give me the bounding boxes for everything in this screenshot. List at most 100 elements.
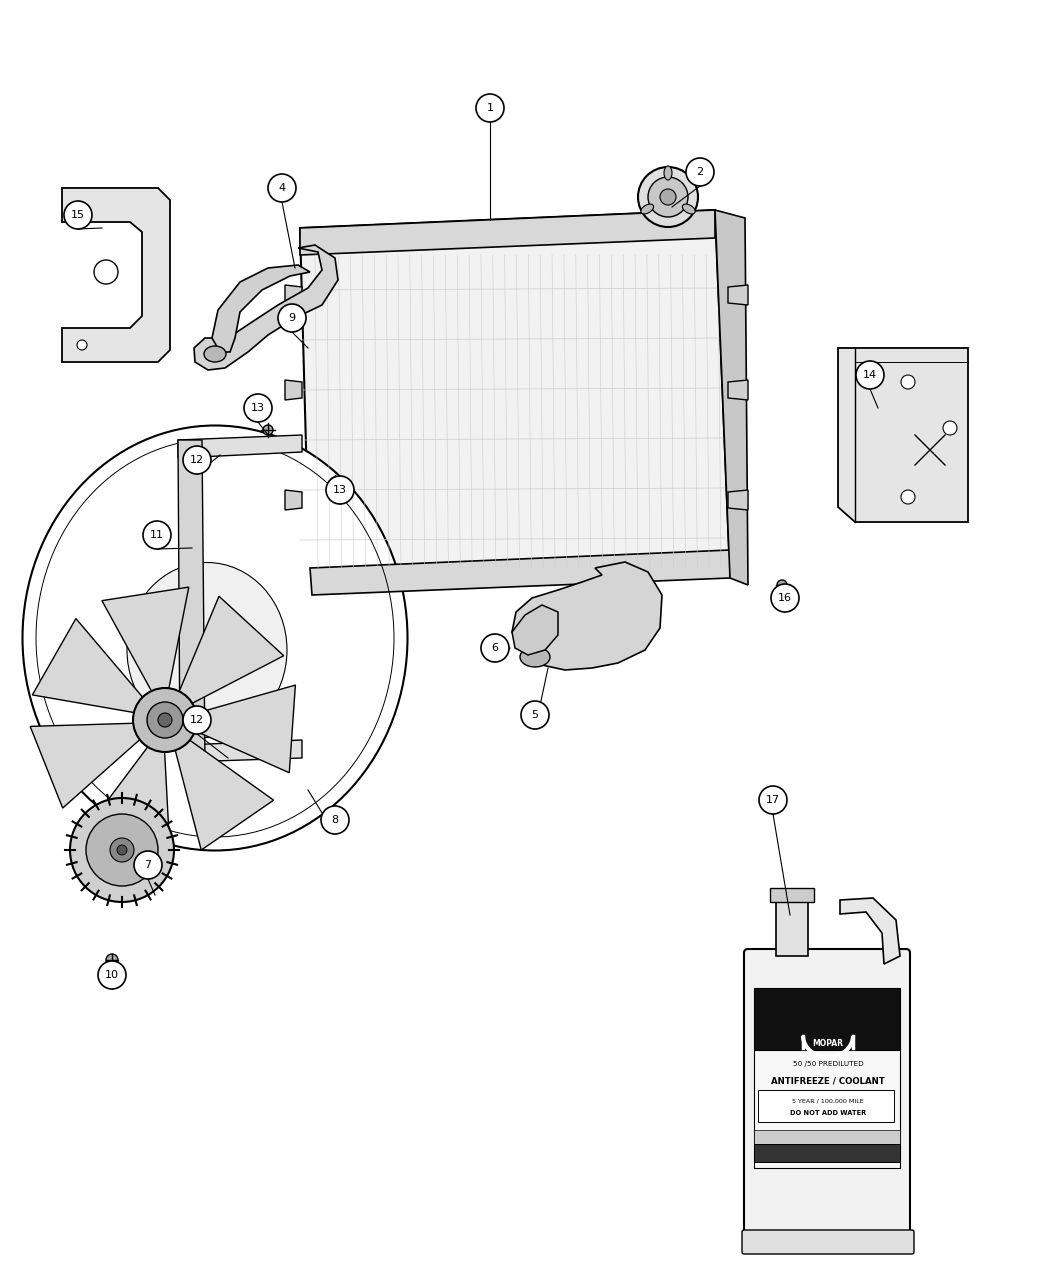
Polygon shape [173,733,274,850]
Text: 15: 15 [71,210,85,221]
Text: 1: 1 [486,103,494,113]
Circle shape [158,713,172,727]
Polygon shape [838,348,968,521]
Ellipse shape [640,204,653,214]
Text: 2: 2 [696,167,704,177]
Bar [754,988,900,1051]
Polygon shape [178,435,302,458]
Circle shape [64,201,92,229]
Text: 5 YEAR / 100,000 MILE: 5 YEAR / 100,000 MILE [792,1099,864,1103]
Circle shape [777,580,788,590]
Circle shape [98,961,126,989]
Polygon shape [185,685,295,773]
Bar [754,1051,900,1168]
Text: 7: 7 [145,861,151,870]
Circle shape [759,785,788,813]
FancyBboxPatch shape [744,949,910,1239]
Bar [754,1130,900,1144]
Polygon shape [285,490,302,510]
Circle shape [244,394,272,422]
FancyBboxPatch shape [742,1230,914,1255]
Text: 14: 14 [863,370,877,380]
Text: 17: 17 [765,796,780,805]
Bar [754,1144,900,1162]
Bar [776,898,809,956]
Circle shape [686,158,714,186]
Circle shape [268,173,296,201]
Circle shape [147,703,183,738]
Bar [770,887,814,901]
Polygon shape [212,265,310,352]
Circle shape [901,375,915,389]
Polygon shape [285,380,302,400]
Text: 12: 12 [190,455,204,465]
Circle shape [77,340,87,351]
Polygon shape [174,597,284,708]
Circle shape [481,634,509,662]
Ellipse shape [682,204,695,214]
Text: 8: 8 [332,815,338,825]
Circle shape [330,477,340,487]
Polygon shape [62,187,170,362]
Text: 50 /50 PREDILUTED: 50 /50 PREDILUTED [793,1061,863,1067]
Circle shape [117,845,127,856]
Text: ANTIFREEZE / COOLANT: ANTIFREEZE / COOLANT [771,1076,885,1085]
Circle shape [638,167,698,227]
Circle shape [660,189,676,205]
Circle shape [321,806,349,834]
Circle shape [326,476,354,504]
Polygon shape [715,210,748,585]
Circle shape [278,303,306,332]
Circle shape [134,850,162,878]
Polygon shape [33,618,149,714]
Circle shape [476,94,504,122]
Polygon shape [285,286,302,305]
Polygon shape [30,723,149,808]
Polygon shape [178,440,205,762]
Circle shape [77,203,87,213]
Ellipse shape [204,346,226,362]
Circle shape [133,688,197,752]
Ellipse shape [520,646,550,667]
Circle shape [86,813,158,886]
Text: 9: 9 [289,312,295,323]
Ellipse shape [22,426,407,850]
Text: 10: 10 [105,970,119,980]
Polygon shape [512,606,558,655]
Circle shape [183,706,211,734]
Circle shape [94,260,118,284]
Text: DO NOT ADD WATER: DO NOT ADD WATER [790,1111,866,1116]
Text: 12: 12 [190,715,204,725]
Text: MOPAR: MOPAR [813,1039,843,1048]
Text: 13: 13 [333,484,347,495]
Ellipse shape [127,562,287,737]
Circle shape [110,838,134,862]
Circle shape [521,701,549,729]
Polygon shape [310,550,730,595]
Polygon shape [728,490,748,510]
Circle shape [183,446,211,474]
Text: 13: 13 [251,403,265,413]
Text: 11: 11 [150,530,164,541]
Circle shape [648,177,688,217]
Circle shape [262,425,273,435]
Polygon shape [86,740,170,856]
Text: 5: 5 [531,710,539,720]
Circle shape [901,490,915,504]
Text: 16: 16 [778,593,792,603]
Circle shape [70,798,174,901]
Polygon shape [728,286,748,305]
Polygon shape [102,586,189,701]
Circle shape [106,954,118,966]
Polygon shape [185,740,302,762]
Ellipse shape [664,166,672,180]
Polygon shape [840,898,900,964]
Circle shape [143,521,171,550]
Text: 4: 4 [278,184,286,193]
Polygon shape [194,245,338,370]
Bar [758,1090,894,1122]
Polygon shape [300,210,730,592]
Polygon shape [512,562,662,669]
Circle shape [771,584,799,612]
Text: 6: 6 [491,643,499,653]
